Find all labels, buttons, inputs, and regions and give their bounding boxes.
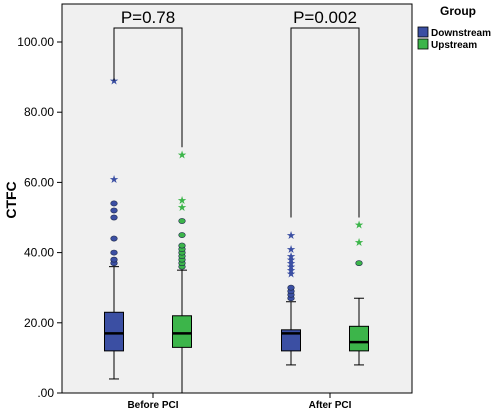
box-upstream-1: ★★: [349, 219, 369, 366]
extreme-star: ★: [354, 236, 364, 249]
y-tick-label: .00: [37, 386, 54, 400]
legend-label: Upstream: [431, 40, 477, 51]
significance-bracket: [113, 27, 183, 148]
extreme-star: ★: [286, 229, 296, 242]
p-value-annotations: P=0.78 P=0.002: [113, 8, 360, 218]
extreme-star: ★: [177, 201, 187, 214]
outlier-circle: [110, 200, 118, 207]
extreme-star: ★: [354, 219, 364, 232]
box-upstream-0: ★★★: [172, 148, 192, 394]
outlier-circle: [287, 284, 295, 291]
extreme-star: ★: [177, 194, 187, 207]
extreme-star: ★: [286, 268, 296, 281]
box-downstream-1: ★★★★★★★★: [281, 229, 301, 366]
extreme-star: ★: [286, 257, 296, 270]
extreme-star: ★: [286, 250, 296, 263]
outlier-circle: [355, 260, 363, 267]
y-tick-label: 40.00: [24, 246, 54, 260]
x-category-label: Before PCI: [127, 400, 178, 411]
y-axis-label: CTFC: [3, 181, 19, 218]
extreme-star: ★: [109, 173, 119, 186]
legend-label: Downstream: [431, 28, 491, 39]
outlier-circle: [178, 232, 186, 238]
y-tick-label: 100.00: [17, 35, 54, 49]
extreme-star: ★: [286, 261, 296, 274]
significance-bracket: [290, 27, 360, 218]
p-value-label: P=0.78: [121, 8, 175, 27]
outlier-circle: [110, 207, 118, 214]
p-value-label: P=0.002: [293, 8, 357, 27]
box-iqr: [104, 311, 124, 352]
outlier-circle: [110, 214, 118, 221]
extreme-star: ★: [286, 254, 296, 267]
outlier-circle: [178, 218, 186, 224]
x-category-label: After PCI: [309, 400, 352, 411]
extreme-star: ★: [286, 243, 296, 256]
y-axis: .00 20.00 40.00 60.00 80.00 100.00: [17, 35, 62, 400]
legend-title: Group: [440, 4, 476, 18]
outlier-circle: [178, 242, 186, 249]
extreme-star: ★: [286, 264, 296, 277]
outlier-circle: [110, 235, 118, 242]
box-iqr: [172, 315, 192, 348]
box-iqr: [349, 325, 369, 352]
box-iqr: [281, 329, 301, 352]
outlier-circle: [110, 249, 118, 256]
extreme-star: ★: [177, 148, 187, 161]
outlier-circle: [110, 256, 118, 263]
y-tick-label: 20.00: [24, 316, 54, 330]
x-axis-categories: Before PCI After PCI: [127, 393, 352, 411]
legend-swatch: [417, 38, 429, 50]
y-tick-label: 60.00: [24, 175, 54, 189]
extreme-star: ★: [109, 75, 119, 88]
y-tick-label: 80.00: [24, 105, 54, 119]
boxes-layer: ★★★★★★★★★★★★★★★: [104, 75, 369, 394]
box-downstream-0: ★★: [104, 75, 124, 380]
legend-swatch: [417, 26, 429, 38]
